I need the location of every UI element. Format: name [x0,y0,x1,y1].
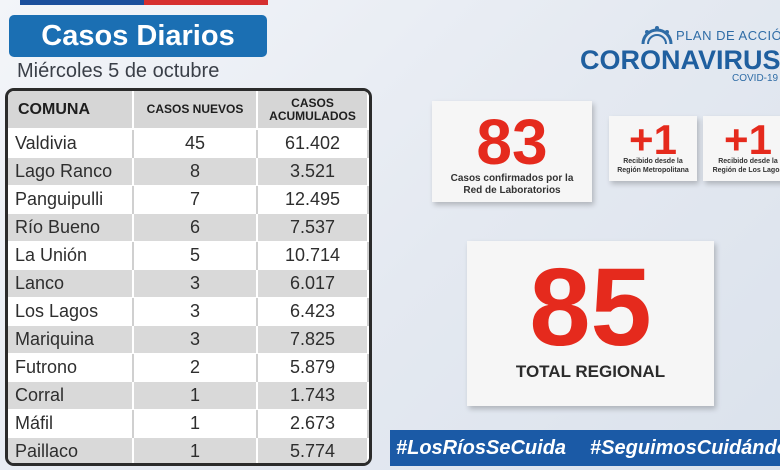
los-lagos-card: +1 Recibido desde la Región de Los Lagos [703,116,780,181]
logo-covid-text: COVID-19 [732,73,779,84]
page-title: Casos Diarios [9,15,267,57]
total-regional-value: 85 [529,246,652,369]
table-row: Paillaco 1 5.774 [8,437,369,463]
cell-comuna: Máfil [8,409,134,438]
table-row: Lanco 3 6.017 [8,269,369,298]
cell-casos-acumulados: 5.774 [257,437,369,463]
cell-casos-acumulados: 3.521 [257,157,369,186]
cell-casos-acumulados: 1.743 [257,381,369,410]
logo-coronavirus-text: CORONAVIRUS [580,45,780,75]
cell-casos-nuevos: 3 [133,325,258,354]
logo-plan-text: PLAN DE ACCIÓN [676,28,780,43]
header-casos-nuevos: CASOS NUEVOS [133,91,258,130]
metropolitana-label: Recibido desde la Región Metropolitana [609,157,697,175]
table-row: Máfil 1 2.673 [8,409,369,438]
los-lagos-label-line1: Recibido desde la [718,158,778,165]
header-comuna: COMUNA [8,91,134,130]
cell-casos-acumulados: 6.423 [257,297,369,326]
hashtag-los-rios: #LosRíosSeCuida [396,436,567,459]
cell-casos-nuevos: 5 [133,241,258,270]
cell-comuna: Mariquina [8,325,134,354]
table-row: Río Bueno 6 7.537 [8,213,369,242]
cell-casos-nuevos: 2 [133,353,258,382]
hashtag-seguimos: #SeguimosCuidándonos [590,436,780,459]
cell-comuna: Panguipulli [8,185,134,214]
table-row: Corral 1 1.743 [8,381,369,410]
cell-casos-acumulados: 12.495 [257,185,369,214]
header-acumulados-line1: CASOS [291,95,334,110]
table-row: Panguipulli 7 12.495 [8,185,369,214]
cell-comuna: Río Bueno [8,213,134,242]
total-regional-card: 85 TOTAL REGIONAL [467,241,714,406]
cell-casos-nuevos: 1 [133,409,258,438]
hashtag-banner: #LosRíosSeCuida #SeguimosCuidándonos [390,430,780,466]
metropolitana-card: +1 Recibido desde la Región Metropolitan… [609,116,697,181]
lab-cases-label-line2: Red de Laboratorios [463,185,561,196]
cell-casos-nuevos: 3 [133,269,258,298]
report-date: Miércoles 5 de octubre [17,60,220,82]
flag-stripe-blue [20,0,144,5]
cell-comuna: Valdivia [8,129,134,158]
flag-stripe [20,0,268,5]
lab-cases-label-line1: Casos confirmados por la [450,173,574,184]
cell-casos-nuevos: 7 [133,185,258,214]
cell-casos-acumulados: 5.879 [257,353,369,382]
cell-casos-acumulados: 6.017 [257,269,369,298]
cell-comuna: Los Lagos [8,297,134,326]
cell-casos-nuevos: 8 [133,157,258,186]
cell-casos-acumulados: 7.537 [257,213,369,242]
table-row: Valdivia 45 61.402 [8,129,369,158]
cell-casos-nuevos: 3 [133,297,258,326]
cell-casos-acumulados: 61.402 [257,129,369,158]
cell-casos-nuevos: 6 [133,213,258,242]
cell-casos-nuevos: 1 [133,381,258,410]
cell-casos-acumulados: 2.673 [257,409,369,438]
cases-table: COMUNA CASOS NUEVOS CASOS ACUMULADOS Val… [5,88,372,466]
lab-cases-label: Casos confirmados por la Red de Laborato… [432,173,592,197]
cell-comuna: La Unión [8,241,134,270]
header-acumulados-line2: ACUMULADOS [269,108,356,123]
cell-casos-nuevos: 45 [133,129,258,158]
los-lagos-label-line2: Región de Los Lagos [712,167,780,174]
los-lagos-label: Recibido desde la Región de Los Lagos [703,157,780,175]
cell-casos-acumulados: 10.714 [257,241,369,270]
lab-cases-value: 83 [476,106,548,178]
virus-dome-icon [641,26,673,45]
cell-comuna: Lago Ranco [8,157,134,186]
cell-comuna: Paillaco [8,437,134,463]
header-casos-acumulados: CASOS ACUMULADOS [257,91,369,130]
table-body: Valdivia 45 61.402 Lago Ranco 8 3.521 Panguipu… [8,129,369,463]
cell-casos-nuevos: 1 [133,437,258,463]
table-row: Lago Ranco 8 3.521 [8,157,369,186]
table-row: Mariquina 3 7.825 [8,325,369,354]
cell-casos-acumulados: 7.825 [257,325,369,354]
cell-comuna: Corral [8,381,134,410]
flag-stripe-red [144,0,268,5]
table-header-row: COMUNA CASOS NUEVOS CASOS ACUMULADOS [8,91,369,130]
table-row: La Unión 5 10.714 [8,241,369,270]
table-row: Futrono 2 5.879 [8,353,369,382]
coronavirus-logo: PLAN DE ACCIÓN CORONAVIRUS COVID-19 [580,22,780,84]
cell-comuna: Lanco [8,269,134,298]
total-regional-label: TOTAL REGIONAL [515,362,666,381]
lab-cases-card: 83 Casos confirmados por la Red de Labor… [432,101,592,202]
cell-comuna: Futrono [8,353,134,382]
table-row: Los Lagos 3 6.423 [8,297,369,326]
metropolitana-value: +1 [629,116,677,163]
metropolitana-label-line2: Región Metropolitana [617,167,689,174]
metropolitana-label-line1: Recibido desde la [623,158,683,165]
los-lagos-value: +1 [724,116,772,163]
